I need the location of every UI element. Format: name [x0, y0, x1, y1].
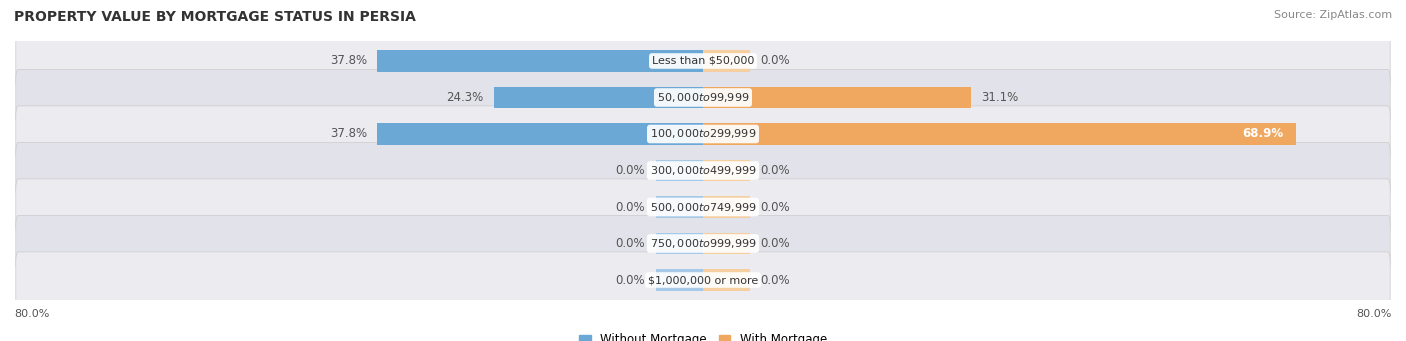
Text: 0.0%: 0.0%	[616, 164, 645, 177]
Bar	[703, 160, 751, 181]
Text: 0.0%: 0.0%	[761, 55, 790, 68]
Text: 0.0%: 0.0%	[616, 237, 645, 250]
Text: Less than $50,000: Less than $50,000	[652, 56, 754, 66]
Bar	[655, 233, 703, 254]
Bar	[703, 233, 751, 254]
Text: 0.0%: 0.0%	[761, 201, 790, 213]
Bar	[703, 123, 1296, 145]
FancyBboxPatch shape	[15, 179, 1391, 235]
Bar	[655, 269, 703, 291]
Text: $750,000 to $999,999: $750,000 to $999,999	[650, 237, 756, 250]
Text: $500,000 to $749,999: $500,000 to $749,999	[650, 201, 756, 213]
Bar	[494, 87, 703, 108]
Bar	[703, 196, 751, 218]
Bar	[703, 87, 970, 108]
Text: 31.1%: 31.1%	[981, 91, 1018, 104]
Text: 37.8%: 37.8%	[330, 128, 367, 140]
Text: $300,000 to $499,999: $300,000 to $499,999	[650, 164, 756, 177]
Bar	[703, 269, 751, 291]
Text: PROPERTY VALUE BY MORTGAGE STATUS IN PERSIA: PROPERTY VALUE BY MORTGAGE STATUS IN PER…	[14, 10, 416, 24]
FancyBboxPatch shape	[15, 33, 1391, 89]
FancyBboxPatch shape	[15, 69, 1391, 125]
Text: 24.3%: 24.3%	[446, 91, 484, 104]
Bar	[377, 123, 703, 145]
Text: 0.0%: 0.0%	[616, 201, 645, 213]
Text: $50,000 to $99,999: $50,000 to $99,999	[657, 91, 749, 104]
Text: 68.9%: 68.9%	[1243, 128, 1284, 140]
Text: 0.0%: 0.0%	[616, 273, 645, 286]
FancyBboxPatch shape	[15, 143, 1391, 198]
Text: 80.0%: 80.0%	[1357, 309, 1392, 319]
Bar	[377, 50, 703, 72]
FancyBboxPatch shape	[15, 106, 1391, 162]
Text: 37.8%: 37.8%	[330, 55, 367, 68]
FancyBboxPatch shape	[15, 252, 1391, 308]
FancyBboxPatch shape	[15, 216, 1391, 272]
Bar	[655, 160, 703, 181]
Text: 0.0%: 0.0%	[761, 164, 790, 177]
Text: $100,000 to $299,999: $100,000 to $299,999	[650, 128, 756, 140]
Text: 0.0%: 0.0%	[761, 273, 790, 286]
Text: 0.0%: 0.0%	[761, 237, 790, 250]
Bar	[655, 196, 703, 218]
Legend: Without Mortgage, With Mortgage: Without Mortgage, With Mortgage	[574, 329, 832, 341]
Text: 80.0%: 80.0%	[14, 309, 49, 319]
Bar	[703, 50, 751, 72]
Text: Source: ZipAtlas.com: Source: ZipAtlas.com	[1274, 10, 1392, 20]
Text: $1,000,000 or more: $1,000,000 or more	[648, 275, 758, 285]
